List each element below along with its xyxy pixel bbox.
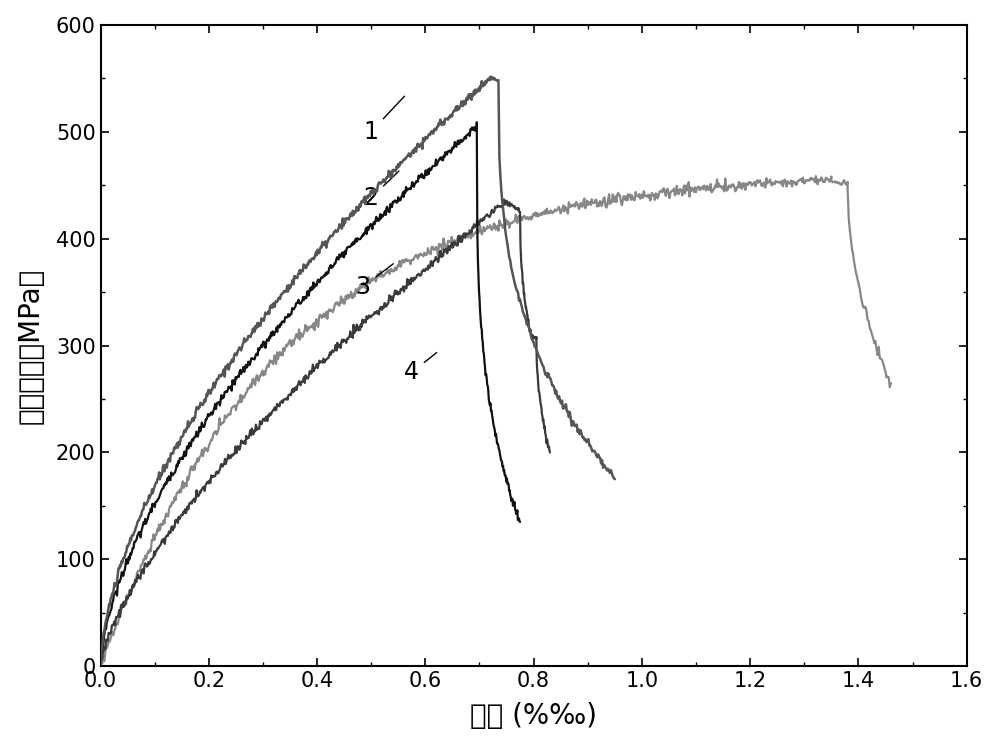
Y-axis label: 弯曲应力（MPa）: 弯曲应力（MPa） <box>17 267 45 424</box>
Text: 1: 1 <box>364 96 404 143</box>
X-axis label: 应变 (%‰): 应变 (%‰) <box>470 702 597 731</box>
Text: 2: 2 <box>364 171 399 210</box>
Text: 4: 4 <box>404 353 437 384</box>
Text: 3: 3 <box>356 264 393 299</box>
